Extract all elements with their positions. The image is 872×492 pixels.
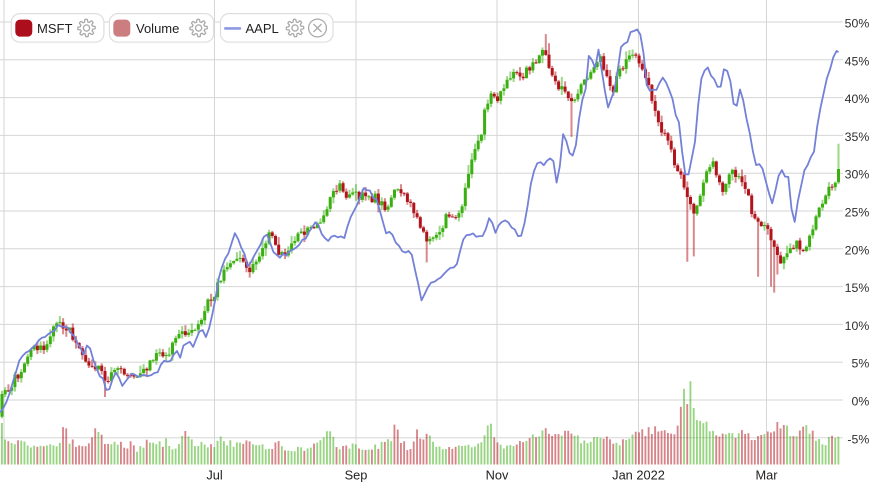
svg-text:20%: 20% [845,243,870,257]
svg-text:40%: 40% [845,92,870,106]
svg-text:50%: 50% [845,17,870,31]
svg-text:5%: 5% [852,357,870,371]
svg-text:MSFT: MSFT [37,21,72,36]
svg-text:25%: 25% [845,206,870,220]
svg-text:-5%: -5% [847,432,869,446]
svg-text:Nov: Nov [486,468,509,483]
svg-text:Jan 2022: Jan 2022 [612,468,665,483]
svg-text:10%: 10% [845,319,870,333]
svg-text:Volume: Volume [136,21,179,36]
svg-text:15%: 15% [845,281,870,295]
svg-text:30%: 30% [845,168,870,182]
svg-text:Jul: Jul [206,468,222,483]
svg-text:0%: 0% [852,395,870,409]
svg-text:Sep: Sep [345,468,368,483]
svg-text:Mar: Mar [755,468,778,483]
svg-text:35%: 35% [845,130,870,144]
svg-text:45%: 45% [845,54,870,68]
svg-text:AAPL: AAPL [246,21,279,36]
